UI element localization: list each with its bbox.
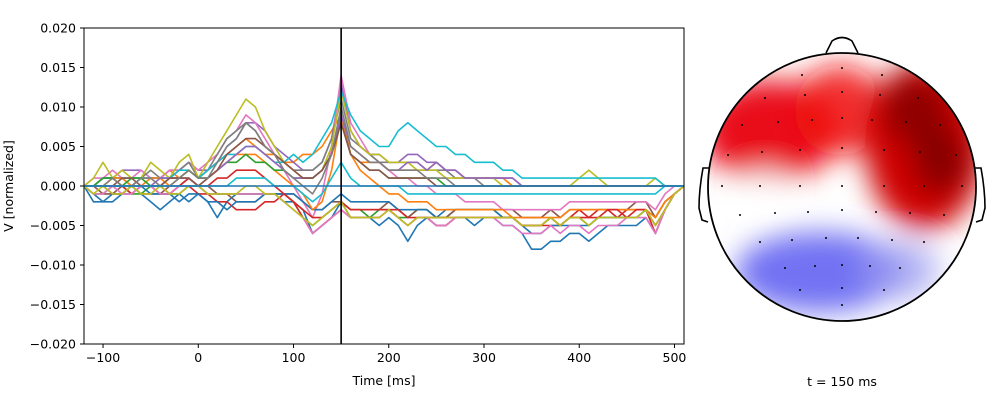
blue-region-occipital [860, 240, 940, 300]
sensor-marker [739, 214, 741, 216]
y-tick-label: −0.005 [30, 218, 76, 233]
y-tick-label: 0.005 [40, 139, 76, 154]
sensor-marker [741, 124, 743, 126]
sensor-marker [774, 212, 776, 214]
head-outline [707, 52, 977, 322]
x-tick-label: 200 [377, 350, 401, 365]
channel-trace-10 [84, 90, 684, 187]
sensor-marker [721, 185, 723, 187]
channel-trace-11 [84, 185, 684, 235]
blue-region-parietal [735, 232, 905, 312]
y-tick-label: 0.000 [40, 179, 76, 194]
sensor-marker [871, 119, 873, 121]
nose-outline [825, 36, 859, 54]
sensor-marker [955, 154, 957, 156]
sensor-marker [943, 214, 945, 216]
sensor-marker [883, 149, 885, 151]
sensor-marker [807, 211, 809, 213]
x-tick-label: 300 [472, 350, 496, 365]
x-tick-label: −100 [86, 350, 120, 365]
topomap-title: t = 150 ms [807, 374, 877, 389]
sensor-marker [879, 94, 881, 96]
sensor-marker [917, 97, 919, 99]
sensor-marker [841, 264, 843, 266]
sensor-marker [869, 265, 871, 267]
y-tick-label: 0.015 [40, 60, 76, 75]
sensor-marker [905, 121, 907, 123]
sensor-marker [883, 289, 885, 291]
sensor-marker [841, 304, 843, 306]
sensor-marker [857, 237, 859, 239]
x-axis-label: Time [ms] [351, 373, 415, 388]
topomap: t = 150 ms [698, 36, 986, 389]
sensor-marker [841, 209, 843, 211]
sensor-marker [875, 211, 877, 213]
sensor-marker [841, 117, 843, 119]
sensor-marker [841, 67, 843, 69]
sensor-marker [961, 185, 963, 187]
sensor-marker [811, 119, 813, 121]
sensor-marker [891, 239, 893, 241]
sensor-marker [799, 185, 801, 187]
sensor-marker [759, 185, 761, 187]
sensor-marker [919, 151, 921, 153]
sensor-marker [899, 267, 901, 269]
channel-trace-9 [84, 90, 684, 187]
dark-red-peak-right-temporal [912, 125, 968, 195]
y-tick-label: 0.020 [40, 21, 76, 36]
butterfly-chart: −100 0 100 200 300 400 500 −0.020−0.015−0.010−… [1, 21, 686, 389]
sensor-marker [727, 154, 729, 156]
x-tick-label: 500 [663, 350, 687, 365]
y-tick-label: 0.010 [40, 100, 76, 115]
sensor-marker [923, 185, 925, 187]
topomap-field [708, 53, 976, 321]
sensor-marker [841, 287, 843, 289]
y-tick-label: −0.020 [30, 337, 76, 352]
x-tick-label: 100 [282, 350, 306, 365]
y-tick-label: −0.010 [30, 258, 76, 273]
sensor-marker [777, 121, 779, 123]
sensor-marker [825, 237, 827, 239]
sensor-marker [841, 185, 843, 187]
sensor-marker [759, 241, 761, 243]
channel-trace-14 [84, 169, 684, 227]
sensor-marker [761, 151, 763, 153]
x-axis: −100 0 100 200 300 400 500 [86, 344, 687, 365]
sensor-marker [841, 91, 843, 93]
left-ear-outline [698, 167, 709, 223]
sensor-marker [799, 149, 801, 151]
sensor-marker [814, 265, 816, 267]
sensor-marker [881, 74, 883, 76]
sensor-marker [923, 241, 925, 243]
y-axis-label: V [normalized] [1, 140, 16, 232]
right-ear-outline [975, 167, 986, 223]
sensor-marker [764, 97, 766, 99]
sensor-marker [801, 74, 803, 76]
y-tick-label: −0.015 [30, 297, 76, 312]
sensor-marker [909, 212, 911, 214]
sensor-marker [804, 94, 806, 96]
channel-trace-19 [84, 185, 684, 227]
sensor-markers [721, 67, 963, 306]
sensor-marker [784, 267, 786, 269]
x-tick-label: 0 [194, 350, 202, 365]
sensor-marker [791, 239, 793, 241]
y-axis: −0.020 −0.015 −0.010 −0.005 0.000 0.005 0.010 0… [30, 21, 84, 352]
neutral-region-left [747, 171, 783, 199]
sensor-marker [841, 147, 843, 149]
sensor-marker [883, 185, 885, 187]
sensor-marker [799, 289, 801, 291]
series-layer [84, 74, 684, 250]
sensor-marker [939, 124, 941, 126]
red-region-midline-frontal [795, 65, 885, 155]
x-tick-label: 400 [567, 350, 591, 365]
